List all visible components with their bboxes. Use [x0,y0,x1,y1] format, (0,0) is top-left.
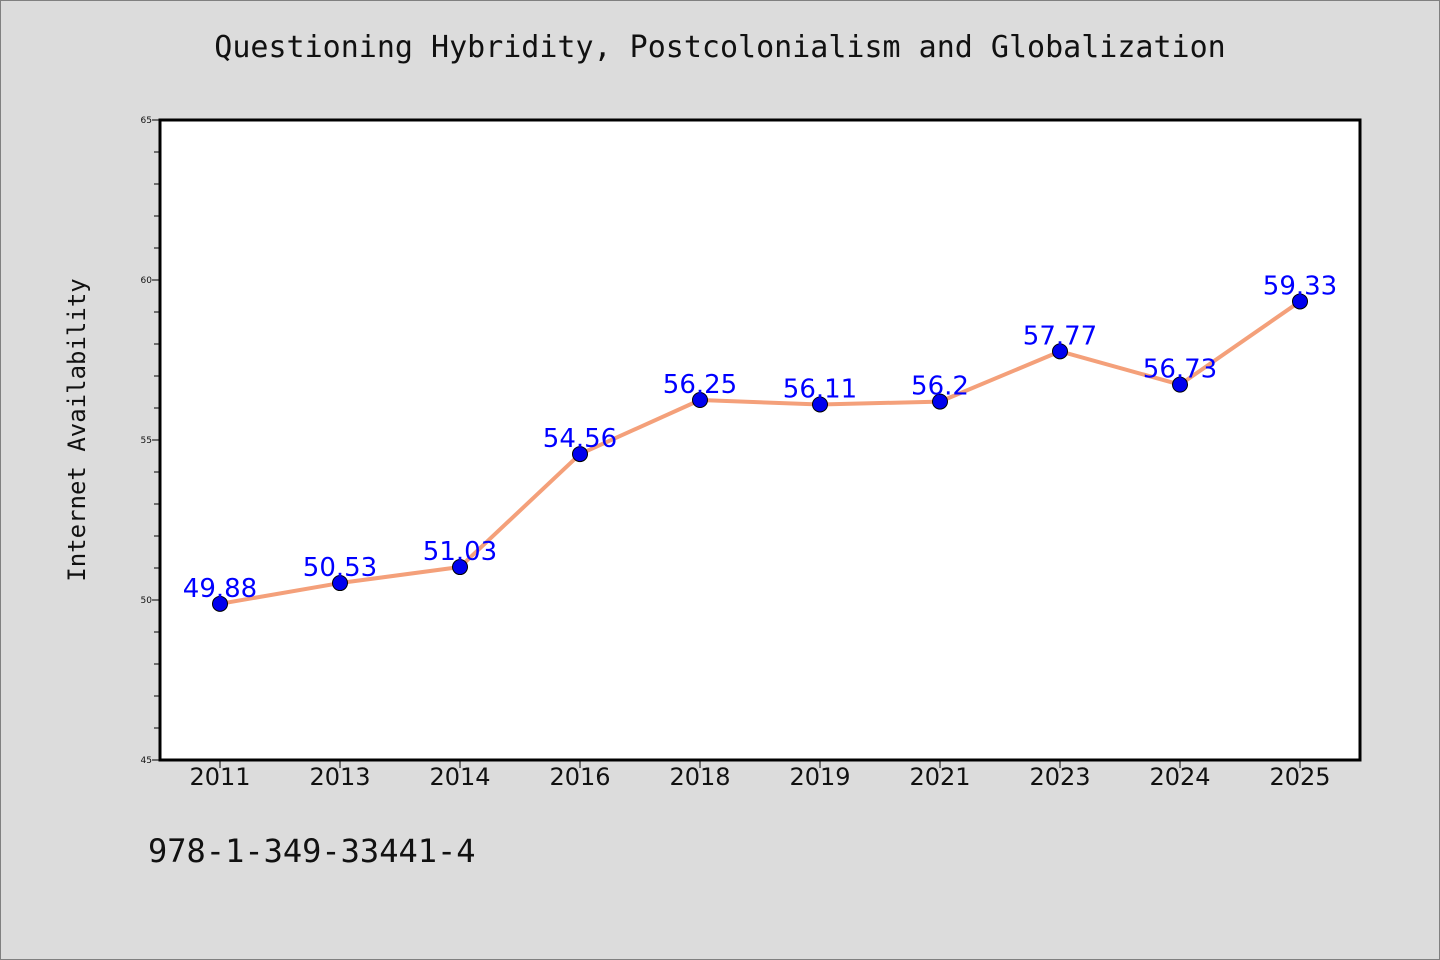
x-tick-label: 2018 [669,763,730,791]
y-tick-label: 50 [141,596,153,606]
y-axis: 45 50 55 60 65 [141,116,160,766]
data-label: 54.56 [543,424,617,454]
y-tick-label: 65 [141,116,152,126]
chart-title: Questioning Hybridity, Postcolonialism a… [214,30,1226,65]
data-label: 56.25 [663,370,737,400]
data-point [572,446,588,463]
data-label: 56.2 [911,372,969,402]
series-group: 49.88 50.53 51.03 54.56 56.25 56.11 56.2 57.77 5… [183,271,1337,612]
data-point [692,392,708,408]
x-tick-label: 2021 [909,763,970,791]
data-point [1292,293,1308,310]
data-point [932,393,948,410]
y-tick-label: 55 [141,436,152,446]
data-point [332,575,348,592]
y-tick-label: 60 [141,276,153,286]
data-label: 49.88 [183,574,257,604]
x-tick-label: 2023 [1029,763,1090,791]
y-axis-label: Internet Availability [63,278,91,581]
x-tick-label: 2014 [429,763,490,791]
data-label: 56.11 [783,374,857,404]
data-point [1052,343,1068,360]
x-tick-label: 2013 [309,763,370,791]
data-label: 56.73 [1143,355,1217,385]
x-tick-label: 2019 [789,763,850,791]
x-tick-label: 2011 [189,763,250,791]
data-label: 51.03 [423,537,497,567]
y-tick-label: 45 [141,756,152,766]
x-tick-label: 2025 [1269,763,1330,791]
x-axis: 2011 2013 2014 2016 2018 2019 2021 2023 2024 2025 [189,760,1331,791]
data-point [212,595,228,612]
data-label: 57.77 [1023,321,1097,351]
data-point [452,559,468,576]
plot-area [158,118,1362,762]
data-label: 50.53 [303,553,377,583]
isbn-text: 978-1-349-33441-4 [148,832,476,870]
data-label: 59.33 [1263,271,1337,301]
data-point [812,396,828,413]
x-tick-label: 2024 [1149,763,1210,791]
data-point [1172,376,1188,393]
x-tick-label: 2016 [549,763,610,791]
series-line [218,299,1302,606]
